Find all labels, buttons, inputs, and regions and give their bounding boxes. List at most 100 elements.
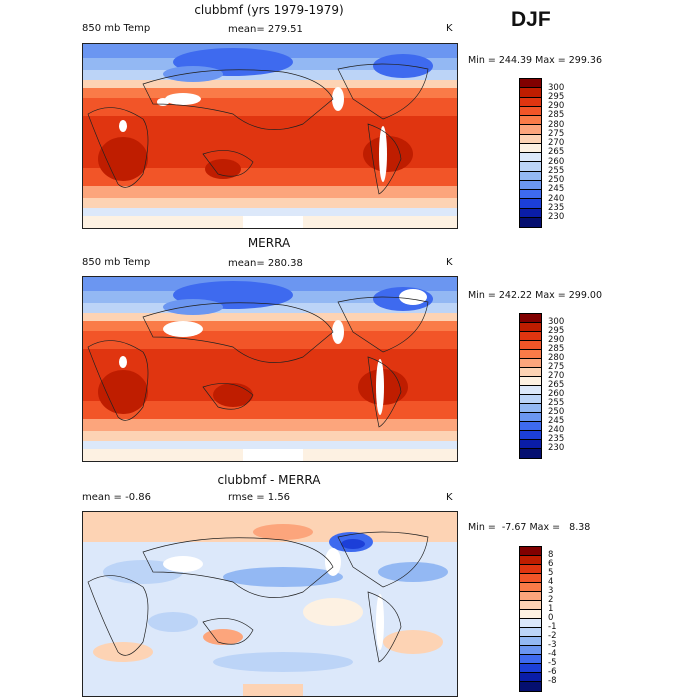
colorbar-box xyxy=(520,88,541,98)
panel-3-map xyxy=(82,511,458,697)
colorbar-box xyxy=(520,116,541,126)
colorbar-tick-label: 275 xyxy=(548,362,565,372)
colorbar-tick-label: 290 xyxy=(548,335,565,345)
colorbar-tick-label: 285 xyxy=(548,344,565,354)
panel-3-mean-label: mean = -0.86 xyxy=(82,492,151,503)
colorbar-box xyxy=(520,386,541,395)
colorbar-box xyxy=(520,646,541,655)
panel-3-units-label: K xyxy=(446,492,453,503)
colorbar-tick-label: 250 xyxy=(548,175,565,186)
colorbar-box xyxy=(520,162,541,172)
colorbar-tick-label: 8 xyxy=(548,550,554,560)
panel-1-minmax: Min = 244.39 Max = 299.36 xyxy=(468,55,602,66)
colorbar-tick-label: 265 xyxy=(548,147,565,158)
colorbar-tick-label: 260 xyxy=(548,389,565,399)
colorbar-box xyxy=(520,404,541,413)
colorbar-box xyxy=(520,395,541,404)
colorbar-tick-label: 250 xyxy=(548,407,565,417)
colorbar-box xyxy=(520,368,541,377)
colorbar-tick-label: 3 xyxy=(548,586,554,596)
panel-1-title: clubbmf (yrs 1979-1979) xyxy=(194,3,344,17)
colorbar-box xyxy=(520,208,541,218)
colorbar-box xyxy=(520,153,541,163)
colorbar-box xyxy=(520,97,541,107)
panel-2-colorbar xyxy=(519,313,542,459)
colorbar-box xyxy=(520,332,541,341)
colorbar-box xyxy=(520,314,541,323)
colorbar-tick-label: -8 xyxy=(548,676,557,686)
colorbar-tick-label: 230 xyxy=(548,212,565,223)
colorbar-box xyxy=(520,592,541,601)
colorbar-tick-label: 290 xyxy=(548,101,565,112)
colorbar-tick-label: 260 xyxy=(548,156,565,167)
colorbar-box xyxy=(520,583,541,592)
colorbar-box xyxy=(520,199,541,209)
colorbar-box xyxy=(520,655,541,664)
colorbar-box xyxy=(520,431,541,440)
panel-1-mean-label: mean= 279.51 xyxy=(228,24,303,35)
panel-3-map-field xyxy=(83,512,457,696)
colorbar-box xyxy=(520,601,541,610)
colorbar-box xyxy=(520,377,541,386)
colorbar-tick-label: 230 xyxy=(548,443,565,453)
colorbar-box xyxy=(520,565,541,574)
colorbar-tick-label: 300 xyxy=(548,317,565,327)
panel-3-rmse-label: rmse = 1.56 xyxy=(228,492,291,503)
colorbar-tick-label: 265 xyxy=(548,380,565,390)
colorbar-box xyxy=(520,673,541,682)
panel-3-title: clubbmf - MERRA xyxy=(217,473,321,487)
colorbar-tick-label: 1 xyxy=(548,604,554,614)
colorbar-box xyxy=(520,143,541,153)
panel-1-map xyxy=(82,43,458,229)
colorbar-box xyxy=(520,619,541,628)
colorbar-box xyxy=(520,125,541,135)
colorbar-tick-label: -5 xyxy=(548,658,557,668)
colorbar-tick-label: 270 xyxy=(548,371,565,381)
panel-1-field-label: 850 mb Temp xyxy=(82,23,151,34)
colorbar-box xyxy=(520,134,541,144)
panel-1-colorbar xyxy=(519,78,542,228)
colorbar-tick-label: 255 xyxy=(548,398,565,408)
colorbar-box xyxy=(520,637,541,646)
colorbar-box xyxy=(520,664,541,673)
colorbar-tick-label: 235 xyxy=(548,434,565,444)
colorbar-tick-label: 5 xyxy=(548,568,554,578)
colorbar-box xyxy=(520,190,541,200)
colorbar-box xyxy=(520,79,541,89)
colorbar-tick-label: 280 xyxy=(548,353,565,363)
colorbar-tick-label: 4 xyxy=(548,577,554,587)
colorbar-tick-label: 245 xyxy=(548,184,565,195)
colorbar-tick-label: 245 xyxy=(548,416,565,426)
colorbar-box xyxy=(520,610,541,619)
colorbar-box xyxy=(520,556,541,565)
colorbar-box xyxy=(520,217,541,227)
colorbar-tick-label: 275 xyxy=(548,128,565,139)
colorbar-box xyxy=(520,180,541,190)
colorbar-tick-label: -2 xyxy=(548,631,557,641)
colorbar-tick-label: 285 xyxy=(548,110,565,121)
panel-2-minmax: Min = 242.22 Max = 299.00 xyxy=(468,290,602,301)
colorbar-tick-label: 255 xyxy=(548,165,565,176)
colorbar-tick-label: 235 xyxy=(548,202,565,213)
colorbar-tick-label: 0 xyxy=(548,613,554,623)
colorbar-box xyxy=(520,413,541,422)
colorbar-box xyxy=(520,422,541,431)
colorbar-tick-label: 295 xyxy=(548,91,565,102)
colorbar-tick-label: 280 xyxy=(548,119,565,130)
colorbar-box xyxy=(520,440,541,449)
colorbar-tick-label: 270 xyxy=(548,138,565,149)
colorbar-tick-label: -1 xyxy=(548,622,557,632)
colorbar-tick-label: 300 xyxy=(548,82,565,93)
colorbar-tick-label: -6 xyxy=(548,667,557,677)
colorbar-tick-label: -3 xyxy=(548,640,557,650)
colorbar-tick-label: -4 xyxy=(548,649,557,659)
panel-3-colorbar xyxy=(519,546,542,692)
colorbar-tick-label: 240 xyxy=(548,193,565,204)
colorbar-tick-label: 2 xyxy=(548,595,554,605)
colorbar-box xyxy=(520,628,541,637)
colorbar-box xyxy=(520,323,541,332)
panel-2-units-label: K xyxy=(446,257,453,268)
colorbar-tick-label: 240 xyxy=(548,425,565,435)
panel-2-map-field xyxy=(83,277,457,461)
panel-1-map-field xyxy=(83,44,457,228)
